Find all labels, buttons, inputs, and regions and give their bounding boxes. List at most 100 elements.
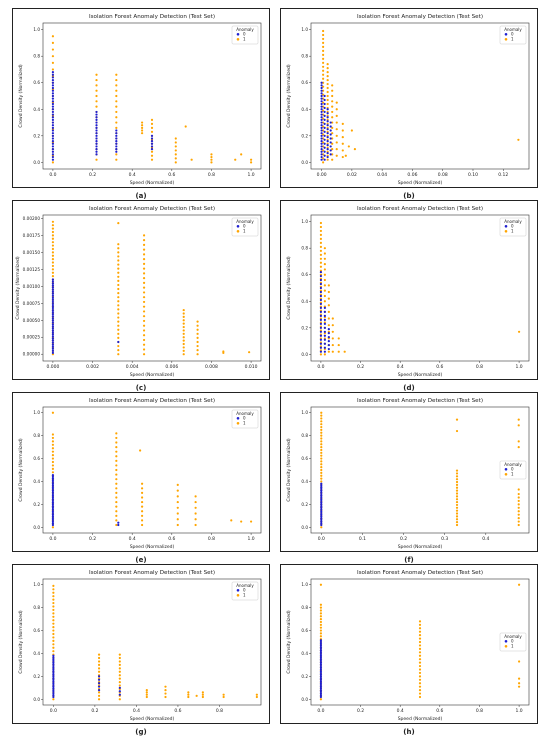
data-point — [115, 482, 118, 485]
data-point — [51, 241, 55, 244]
data-point — [115, 105, 118, 108]
data-point — [320, 158, 323, 161]
y-tick-label: 1.0 — [301, 219, 308, 224]
data-point — [326, 82, 329, 86]
legend-entry: 1 — [511, 229, 514, 234]
x-tick-label: 0.8 — [476, 364, 483, 370]
data-point — [320, 84, 323, 87]
data-point — [323, 338, 326, 341]
y-tick-label: 0.00200 — [23, 216, 41, 221]
data-point — [320, 480, 323, 483]
data-point — [320, 494, 323, 497]
data-point — [322, 141, 325, 144]
data-point — [117, 263, 120, 266]
y-tick-label: 0.4 — [301, 299, 308, 304]
data-point — [142, 319, 146, 323]
data-point — [319, 642, 323, 645]
data-point — [150, 150, 154, 153]
data-point — [418, 647, 422, 650]
data-point — [326, 98, 329, 102]
data-point — [320, 510, 323, 513]
data-point — [51, 313, 55, 316]
data-point — [323, 289, 326, 292]
x-tick-label: 0.006 — [165, 364, 178, 370]
data-point — [322, 49, 325, 52]
data-point — [353, 147, 357, 151]
data-point — [95, 84, 98, 87]
data-point — [331, 147, 334, 151]
data-point — [194, 518, 197, 521]
data-point — [118, 660, 121, 663]
data-point — [52, 685, 55, 688]
data-point — [517, 660, 521, 663]
data-point — [319, 286, 323, 290]
x-tick-label: 0.2 — [91, 708, 98, 714]
y-tick-label: 0.2 — [301, 133, 308, 138]
data-point — [249, 520, 253, 523]
data-point — [51, 492, 55, 496]
data-point — [418, 678, 422, 681]
data-point — [142, 324, 146, 327]
data-point — [51, 150, 55, 153]
y-tick-label: 0.2 — [33, 133, 40, 138]
data-point — [51, 261, 55, 264]
data-point — [323, 294, 326, 298]
data-point — [222, 351, 225, 354]
data-point — [51, 126, 55, 129]
legend-marker — [236, 230, 240, 233]
data-point — [51, 78, 55, 82]
data-point — [455, 495, 459, 498]
x-axis-label: Speed (Normalized) — [398, 544, 443, 550]
legend-entry: 0 — [243, 32, 246, 37]
x-axis-label: Speed (Normalized) — [130, 716, 175, 722]
data-point — [51, 494, 55, 497]
data-point — [327, 332, 330, 335]
data-point — [51, 298, 55, 301]
x-tick-label: 0.000 — [46, 364, 59, 370]
data-point — [319, 661, 323, 664]
data-point — [52, 670, 55, 673]
data-point — [517, 488, 520, 491]
data-point — [142, 272, 146, 275]
data-point — [418, 664, 422, 668]
data-point — [326, 78, 329, 82]
data-point — [51, 137, 55, 140]
data-point — [182, 308, 185, 312]
data-point — [322, 77, 325, 80]
panel-caption: (a) — [135, 192, 147, 200]
y-tick-label: 0.0 — [33, 525, 40, 530]
data-point — [319, 664, 323, 668]
data-point — [117, 324, 120, 327]
data-point — [150, 140, 154, 143]
legend-marker — [236, 594, 240, 597]
data-point — [327, 310, 330, 313]
x-tick-label: 0.010 — [245, 364, 258, 370]
data-point — [142, 334, 146, 337]
data-point — [51, 71, 55, 74]
legend-marker — [504, 645, 508, 648]
data-point — [51, 475, 55, 478]
data-point — [319, 670, 323, 673]
data-point — [319, 270, 323, 274]
series-1 — [322, 29, 520, 164]
data-point — [326, 108, 329, 111]
data-point — [335, 108, 338, 111]
data-point — [51, 325, 55, 328]
data-point — [140, 496, 144, 499]
data-point — [117, 332, 120, 335]
data-point — [201, 695, 204, 699]
data-point — [51, 296, 55, 299]
data-point — [331, 153, 334, 156]
data-point — [320, 437, 323, 440]
data-point — [323, 122, 326, 125]
data-point — [117, 243, 120, 246]
scatter-plot: Isolation Forest Anomaly Detection (Test… — [18, 398, 262, 550]
data-point — [51, 503, 55, 506]
data-point — [327, 336, 330, 339]
data-point — [182, 322, 185, 325]
data-point — [117, 287, 120, 291]
data-point — [115, 432, 118, 435]
data-point — [331, 105, 334, 108]
data-point — [95, 121, 98, 124]
